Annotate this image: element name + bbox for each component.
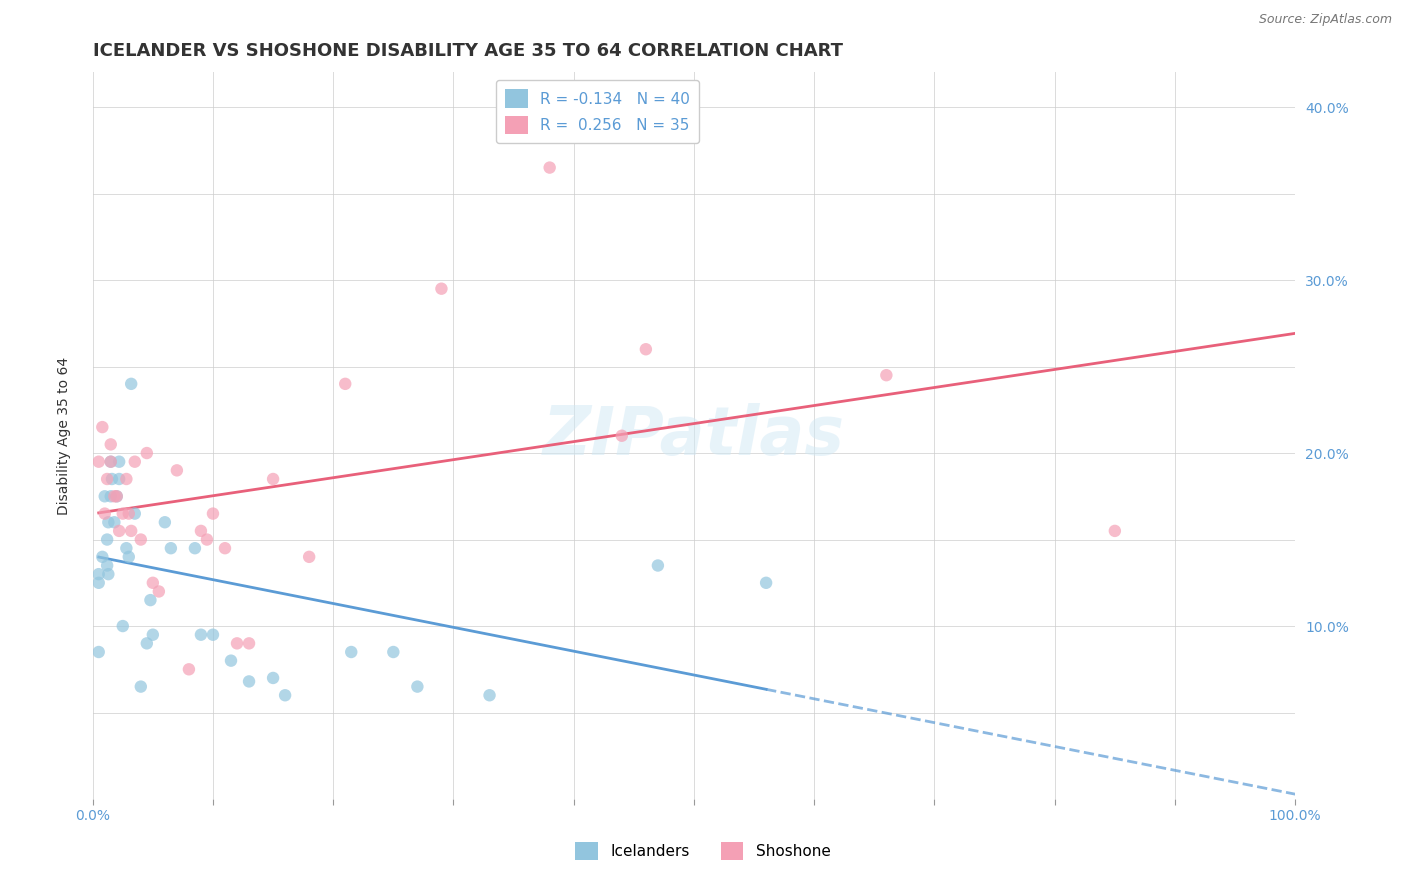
- Point: [124, 507, 146, 521]
- Point: [87, 645, 110, 659]
- Point: [166, 463, 188, 477]
- Legend: Icelanders, Shoshone: Icelanders, Shoshone: [569, 836, 837, 866]
- Point: [262, 671, 284, 685]
- Point: [478, 688, 501, 702]
- Point: [105, 489, 128, 503]
- Point: [298, 549, 321, 564]
- Y-axis label: Disability Age 35 to 64: Disability Age 35 to 64: [58, 357, 72, 515]
- Point: [1104, 524, 1126, 538]
- Point: [382, 645, 405, 659]
- Point: [538, 161, 561, 175]
- Point: [100, 455, 122, 469]
- Text: ICELANDER VS SHOSHONE DISABILITY AGE 35 TO 64 CORRELATION CHART: ICELANDER VS SHOSHONE DISABILITY AGE 35 …: [93, 42, 842, 60]
- Point: [274, 688, 297, 702]
- Point: [108, 524, 131, 538]
- Point: [118, 507, 141, 521]
- Point: [647, 558, 669, 573]
- Point: [335, 376, 357, 391]
- Point: [177, 662, 200, 676]
- Point: [160, 541, 183, 556]
- Point: [118, 549, 141, 564]
- Point: [108, 455, 131, 469]
- Point: [111, 619, 134, 633]
- Point: [96, 472, 118, 486]
- Point: [103, 489, 125, 503]
- Point: [875, 368, 897, 383]
- Text: ZIPatlas: ZIPatlas: [543, 403, 845, 468]
- Point: [195, 533, 218, 547]
- Point: [100, 437, 122, 451]
- Point: [190, 628, 212, 642]
- Point: [97, 515, 120, 529]
- Point: [129, 533, 152, 547]
- Point: [96, 558, 118, 573]
- Point: [226, 636, 249, 650]
- Point: [97, 567, 120, 582]
- Text: Source: ZipAtlas.com: Source: ZipAtlas.com: [1258, 13, 1392, 27]
- Point: [124, 455, 146, 469]
- Point: [101, 472, 124, 486]
- Point: [129, 680, 152, 694]
- Point: [214, 541, 236, 556]
- Point: [87, 455, 110, 469]
- Point: [105, 489, 128, 503]
- Point: [406, 680, 429, 694]
- Point: [135, 446, 157, 460]
- Point: [120, 524, 142, 538]
- Point: [340, 645, 363, 659]
- Point: [100, 455, 122, 469]
- Point: [201, 507, 224, 521]
- Point: [111, 507, 134, 521]
- Point: [115, 541, 138, 556]
- Point: [87, 575, 110, 590]
- Point: [142, 575, 165, 590]
- Point: [100, 489, 122, 503]
- Point: [87, 567, 110, 582]
- Point: [142, 628, 165, 642]
- Point: [634, 343, 657, 357]
- Point: [91, 549, 114, 564]
- Point: [139, 593, 162, 607]
- Point: [93, 507, 115, 521]
- Point: [93, 489, 115, 503]
- Point: [238, 674, 260, 689]
- Point: [219, 654, 242, 668]
- Point: [153, 515, 176, 529]
- Legend: R = -0.134   N = 40, R =  0.256   N = 35: R = -0.134 N = 40, R = 0.256 N = 35: [496, 80, 699, 144]
- Point: [120, 376, 142, 391]
- Point: [755, 575, 778, 590]
- Point: [190, 524, 212, 538]
- Point: [103, 515, 125, 529]
- Point: [430, 282, 453, 296]
- Point: [262, 472, 284, 486]
- Point: [135, 636, 157, 650]
- Point: [238, 636, 260, 650]
- Point: [91, 420, 114, 434]
- Point: [115, 472, 138, 486]
- Point: [96, 533, 118, 547]
- Point: [148, 584, 170, 599]
- Point: [108, 472, 131, 486]
- Point: [610, 429, 633, 443]
- Point: [201, 628, 224, 642]
- Point: [184, 541, 207, 556]
